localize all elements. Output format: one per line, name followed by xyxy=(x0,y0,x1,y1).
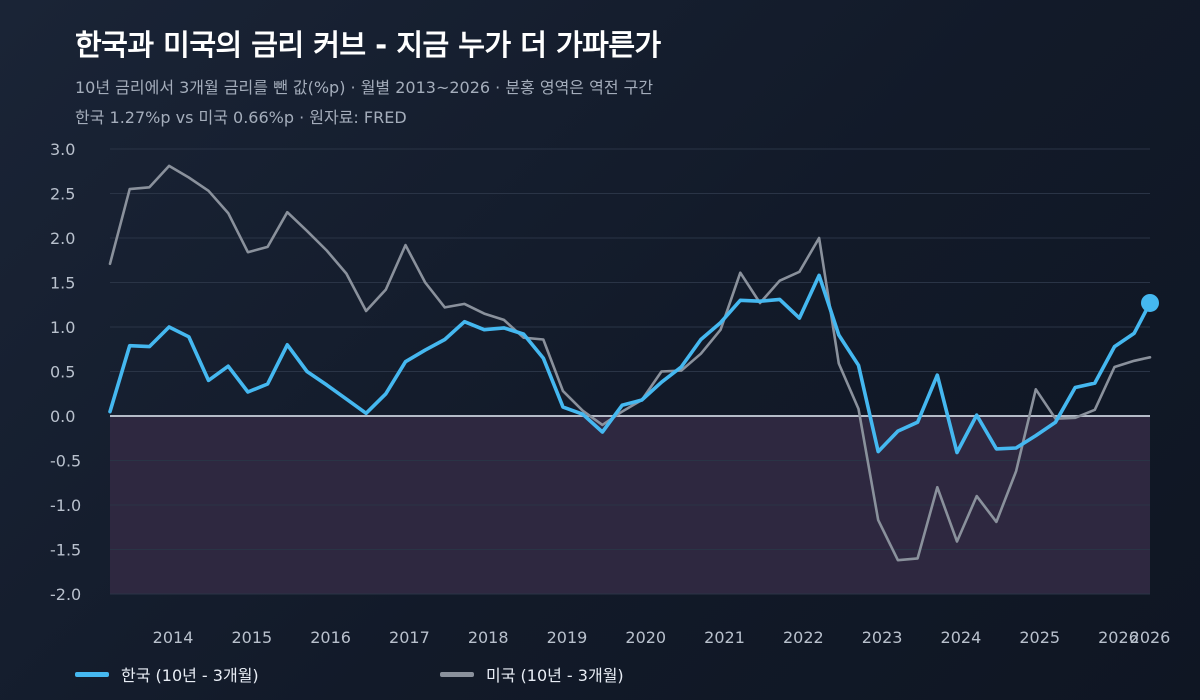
y-tick-label: 2.0 xyxy=(50,229,75,248)
x-tick-label: 2026 xyxy=(1130,628,1171,647)
y-tick-label: 3.0 xyxy=(50,140,75,159)
x-tick-label: 2021 xyxy=(704,628,745,647)
y-axis: 3.0 2.5 2.0 1.5 1.0 0.5 0.0 -0.5 -1.0 -1.5 -2.0 xyxy=(50,140,81,604)
x-tick-label: 2016 xyxy=(310,628,351,647)
series-layer xyxy=(108,164,1159,562)
y-tick-label: 1.5 xyxy=(50,274,75,293)
chart-source-note: 한국 1.27%p vs 미국 0.66%p · 원자료: FRED xyxy=(75,108,407,127)
x-tick-label: 2023 xyxy=(862,628,903,647)
legend-swatch-us xyxy=(440,671,474,677)
legend-item-us[interactable]: 미국 (10년 - 3개월) xyxy=(440,662,624,686)
x-tick-label: 2024 xyxy=(941,628,982,647)
y-tick-label: 2.5 xyxy=(50,185,75,204)
x-tick-label: 2018 xyxy=(468,628,509,647)
y-tick-label: -1.0 xyxy=(50,496,81,515)
y-tick-label: 1.0 xyxy=(50,318,75,337)
x-tick-label: 2015 xyxy=(231,628,272,647)
y-tick-label: -1.5 xyxy=(50,541,81,560)
y-tick-label: -0.5 xyxy=(50,452,81,471)
y-tick-label: 0.0 xyxy=(50,407,75,426)
grid-layer xyxy=(110,148,1150,595)
x-tick-label: 2017 xyxy=(389,628,430,647)
legend-label-korea: 한국 (10년 - 3개월) xyxy=(121,666,259,685)
series-line-korea xyxy=(108,273,1152,455)
y-tick-label: 0.5 xyxy=(50,363,75,382)
legend-label-us: 미국 (10년 - 3개월) xyxy=(486,666,624,685)
x-tick-label: 2025 xyxy=(1019,628,1060,647)
korea-latest-point xyxy=(1141,293,1159,312)
yield-curve-chart: 3.0 2.5 2.0 1.5 1.0 0.5 0.0 -0.5 -1.0 -1.5 -2.0 20… xyxy=(50,140,1171,647)
x-tick-label: 2019 xyxy=(547,628,588,647)
x-axis: 2014 2015 2016 2017 2018 2019 2020 2021 2022 2023… xyxy=(153,628,1171,647)
x-tick-label: 2014 xyxy=(153,628,194,647)
y-tick-label: -2.0 xyxy=(50,585,81,604)
x-tick-label: 2022 xyxy=(783,628,824,647)
series-line-us xyxy=(108,164,1152,562)
x-tick-label: 2026 xyxy=(1098,628,1139,647)
chart-subtitle: 10년 금리에서 3개월 금리를 뺀 값(%p) · 월별 2013~2026 … xyxy=(75,78,654,97)
x-tick-label: 2020 xyxy=(625,628,666,647)
legend-item-korea[interactable]: 한국 (10년 - 3개월) xyxy=(75,662,259,686)
chart-title: 한국과 미국의 금리 커브 - 지금 누가 더 가파른가 xyxy=(75,28,661,62)
legend-swatch-korea xyxy=(75,671,109,677)
